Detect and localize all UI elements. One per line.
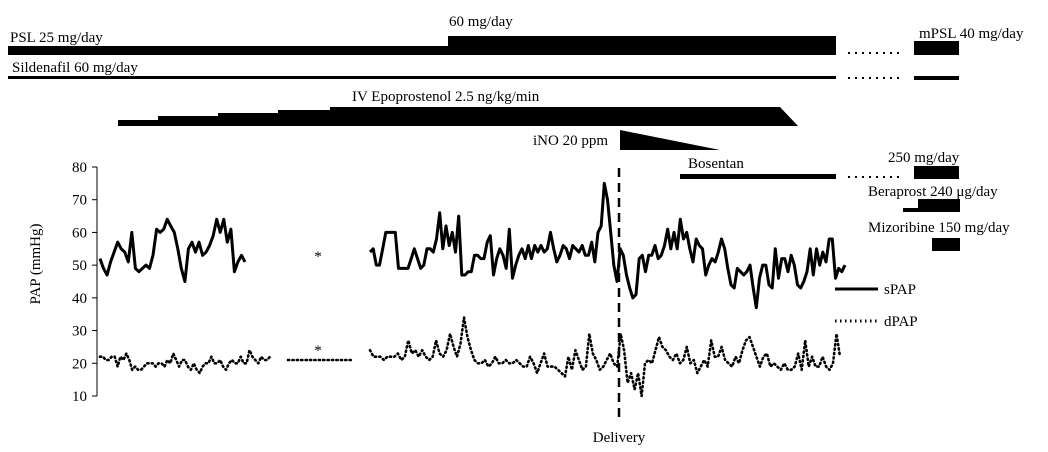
beraprost-label: Beraprost 240 μg/day bbox=[868, 184, 998, 200]
legend: sPAP dPAP bbox=[835, 282, 918, 330]
epoprostenol-label: IV Epoprostenol 2.5 ng/kg/min bbox=[352, 89, 540, 105]
bosentan-dose-bar bbox=[914, 166, 959, 179]
spap-series-line bbox=[368, 181, 847, 310]
ino-label: iNO 20 ppm bbox=[533, 133, 608, 149]
bosentan-label: Bosentan bbox=[688, 156, 744, 172]
gap-asterisk-spap: * bbox=[314, 249, 322, 265]
legend-spap-label: sPAP bbox=[884, 282, 916, 298]
y-tick-label: 30 bbox=[72, 324, 87, 340]
sildenafil-resume-bar bbox=[914, 76, 959, 80]
psl-step-label: 60 mg/day bbox=[449, 14, 513, 30]
dpap-series-line bbox=[368, 316, 842, 398]
bosentan-bar bbox=[680, 174, 836, 179]
y-tick-group: 80 70 60 50 40 30 20 10 bbox=[72, 160, 97, 405]
bosentan-dose-label: 250 mg/day bbox=[888, 150, 960, 166]
y-tick-label: 80 bbox=[72, 160, 87, 176]
y-tick-label: 40 bbox=[72, 291, 87, 307]
plot-axes: 80 70 60 50 40 30 20 10 PAP (mmHg) bbox=[28, 160, 98, 405]
mpsl-label: mPSL 40 mg/day bbox=[919, 26, 1024, 42]
beraprost-bar-thick bbox=[918, 199, 960, 212]
y-tick-label: 50 bbox=[72, 258, 87, 274]
y-tick-label: 20 bbox=[72, 356, 87, 372]
psl-label: PSL 25 mg/day bbox=[10, 30, 103, 46]
gap-asterisk-dpap: * bbox=[314, 343, 322, 359]
legend-dpap-label: dPAP bbox=[884, 314, 918, 330]
mpsl-bar bbox=[914, 41, 959, 55]
delivery-label: Delivery bbox=[593, 430, 646, 446]
y-tick-label: 10 bbox=[72, 389, 87, 405]
epoprostenol-bar bbox=[118, 107, 798, 126]
y-tick-label: 70 bbox=[72, 193, 87, 209]
ino-wedge bbox=[620, 130, 720, 150]
mizoribine-bar bbox=[932, 238, 960, 251]
sildenafil-label: Sildenafil 60 mg/day bbox=[12, 60, 138, 76]
series-group bbox=[98, 181, 847, 398]
treatment-timeline: PSL 25 mg/day 60 mg/day mPSL 40 mg/day S… bbox=[8, 14, 1024, 251]
y-tick-label: 60 bbox=[72, 225, 87, 241]
sildenafil-bar bbox=[8, 76, 836, 79]
mizoribine-label: Mizoribine 150 mg/day bbox=[868, 220, 1010, 236]
spap-series-line bbox=[98, 217, 247, 283]
psl-bar bbox=[8, 36, 836, 55]
y-axis-label: PAP (mmHg) bbox=[28, 224, 44, 305]
dpap-series-line bbox=[98, 348, 272, 375]
